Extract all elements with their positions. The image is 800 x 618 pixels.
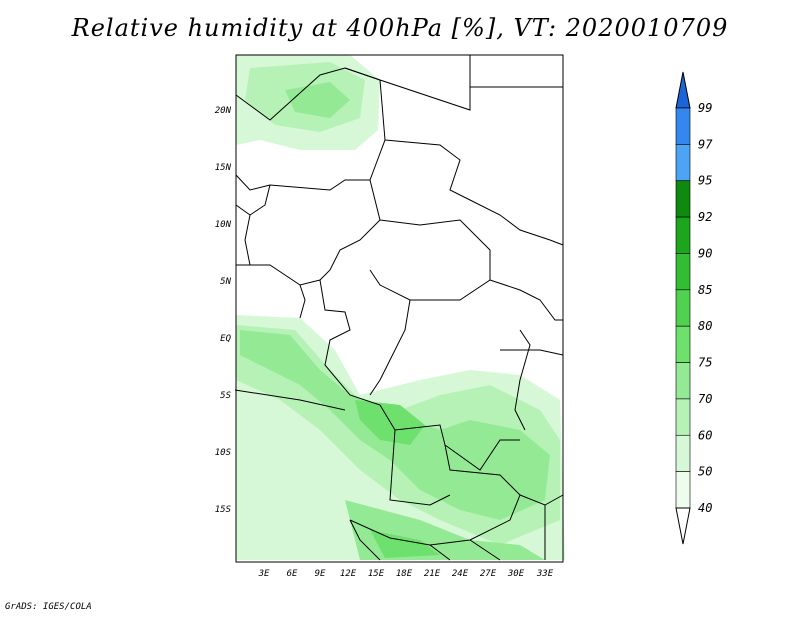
colorbar-label: 97	[698, 137, 713, 151]
colorbar-label: 85	[698, 283, 712, 297]
colorbar-segment	[675, 216, 691, 254]
colorbar-segment	[675, 144, 691, 182]
lat-label: 15N	[215, 163, 232, 173]
colorbar-segment	[675, 289, 691, 327]
colorbar-label: 60	[698, 428, 712, 442]
colorbar-label: 50	[698, 465, 712, 479]
colorbar-segment	[675, 107, 691, 145]
colorbar-segment	[675, 362, 691, 400]
colorbar-top-arrow	[675, 71, 691, 109]
lat-label: 5N	[220, 277, 231, 287]
lat-label: 20N	[215, 106, 232, 116]
colorbar-segment	[675, 180, 691, 218]
lat-label: 10N	[215, 220, 232, 230]
colorbar-segment	[675, 325, 691, 363]
lon-label: 30E	[507, 569, 525, 579]
colorbar-label: 92	[698, 210, 712, 224]
lon-label: 27E	[480, 569, 497, 579]
country-borders	[234, 55, 564, 561]
lon-label: 21E	[424, 569, 441, 579]
lon-label: 33E	[536, 569, 554, 579]
lon-label: 12E	[340, 569, 357, 579]
colorbar-segment	[675, 434, 691, 472]
lon-label: 9E	[315, 569, 326, 579]
colorbar-bottom-arrow	[675, 507, 691, 545]
humidity-area-north-inner	[285, 82, 350, 118]
lat-label: 5S	[220, 391, 231, 401]
grads-credit: GrADS: IGES/COLA	[5, 602, 92, 612]
lat-label: 15S	[215, 505, 232, 515]
colorbar-segment	[675, 398, 691, 436]
humidity-shading	[236, 55, 565, 560]
colorbar-segment	[675, 253, 691, 291]
colorbar-label: 90	[698, 246, 712, 260]
map-title: Relative humidity at 400hPa [%], VT: 202…	[71, 14, 729, 42]
lat-label: 10S	[215, 448, 232, 458]
lon-label: 18E	[396, 569, 413, 579]
colorbar: 99 97 95 92 90 85 80 75 70 60 50 40	[675, 71, 713, 545]
colorbar-label: 40	[698, 501, 712, 515]
colorbar-label: 99	[698, 101, 712, 115]
longitude-labels: 3E 6E 9E 12E 15E 18E 21E 24E 27E 30E 33E	[258, 569, 554, 579]
colorbar-label: 95	[698, 174, 712, 188]
lon-label: 24E	[452, 569, 469, 579]
lon-label: 3E	[258, 569, 270, 579]
colorbar-label: 70	[698, 392, 712, 406]
colorbar-segment	[675, 471, 691, 509]
map-frame	[235, 54, 564, 563]
latitude-labels: 20N 15N 10N 5N EQ 5S 10S 15S	[215, 106, 232, 515]
lat-label: EQ	[220, 334, 231, 344]
lon-label: 15E	[368, 569, 385, 579]
colorbar-label: 75	[698, 356, 712, 370]
colorbar-label: 80	[698, 319, 712, 333]
lon-label: 6E	[287, 569, 298, 579]
